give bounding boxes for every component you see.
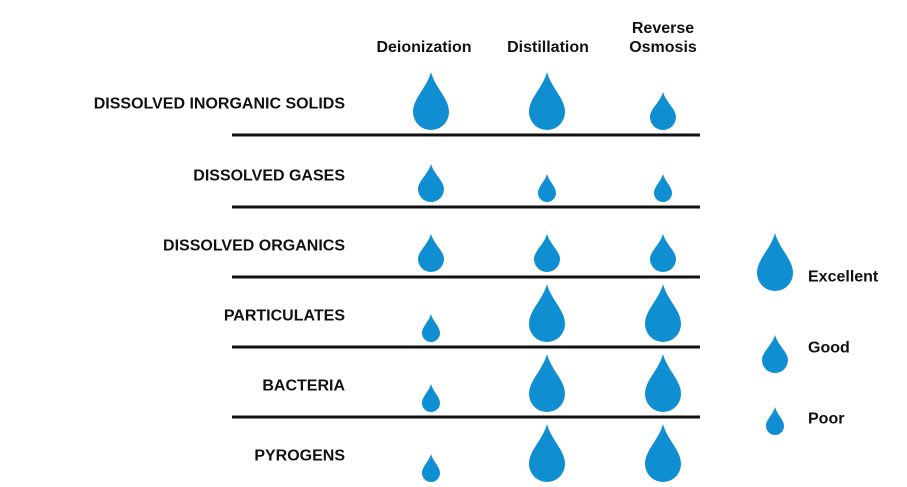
row-label: DISSOLVED INORGANIC SOLIDS [93, 95, 345, 113]
drop [645, 354, 681, 412]
legend-label: Good [808, 339, 850, 357]
drop [422, 454, 440, 482]
column-header: Deionization [376, 39, 472, 56]
drop [418, 234, 444, 272]
row-label: BACTERIA [262, 377, 345, 395]
drop [650, 234, 676, 272]
drop [422, 314, 440, 342]
drop [529, 72, 565, 130]
drop [650, 92, 676, 130]
drop [418, 164, 444, 202]
drop [762, 335, 788, 373]
drop [766, 407, 784, 435]
row-label: DISSOLVED ORGANICS [163, 237, 345, 255]
drop [422, 384, 440, 412]
drop [529, 284, 565, 342]
column-header: Distillation [507, 39, 589, 56]
drop [757, 233, 793, 291]
drop [534, 234, 560, 272]
drop [645, 424, 681, 482]
legend-label: Excellent [808, 268, 879, 286]
drop [645, 284, 681, 342]
legend-label: Poor [808, 410, 845, 428]
row-label: PARTICULATES [223, 307, 345, 325]
row-label: PYROGENS [254, 447, 345, 465]
column-header: Reverse Osmosis [629, 20, 697, 56]
row-label: DISSOLVED GASES [193, 167, 345, 185]
drop [529, 424, 565, 482]
drop [529, 354, 565, 412]
drop [413, 72, 449, 130]
drop [654, 174, 672, 202]
drop [538, 174, 556, 202]
